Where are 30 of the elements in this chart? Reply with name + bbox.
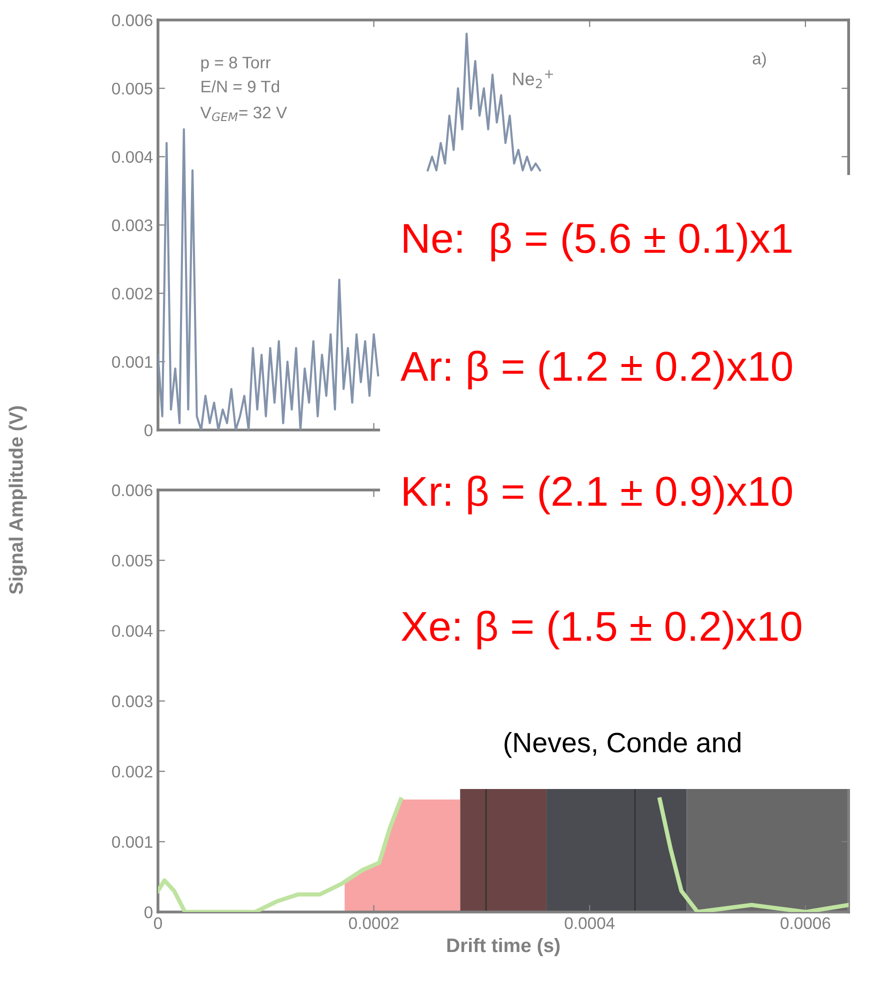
annotation: Xe: β = (1.5 ± 0.2)x10 <box>401 610 802 650</box>
annotation: Ne: β = (5.6 ± 0.1)x1 <box>404 222 792 262</box>
y-tick-label: 0.006 <box>112 484 152 496</box>
annotation: a) <box>752 52 766 68</box>
y-axis-title: Signal Amplitude (V) <box>8 406 27 594</box>
annotation: Ar: β = (1.2 ± 0.2)x10 <box>400 350 792 390</box>
y-tick-label: 0.003 <box>112 695 152 708</box>
annotation: (Neves, Conde and <box>504 732 740 758</box>
x-tick-label: 0.0004 <box>564 917 615 930</box>
annotation: Kr: β = (2.1 ± 0.9)x10 <box>404 476 792 514</box>
annotation: E/N = 9 Td <box>202 80 280 92</box>
y-tick-label: 0 <box>144 906 152 918</box>
y-tick-label: 0.004 <box>112 625 153 637</box>
y-tick-label: 0.005 <box>112 82 152 95</box>
y-tick-label: 0.001 <box>112 836 152 848</box>
y-tick-label: 0.006 <box>112 14 152 26</box>
y-tick-label: 0.002 <box>112 766 152 778</box>
annotation: V$_{GEM}$= 32 V <box>200 106 288 122</box>
y-tick-label: 0.002 <box>112 288 152 300</box>
x-tick-label: 0.0002 <box>348 917 398 930</box>
y-tick-label: 0.004 <box>112 151 153 163</box>
annotation: p = 8 Torr <box>201 56 271 72</box>
y-tick-label: 0 <box>144 424 152 436</box>
y-tick-label: 0.001 <box>112 356 152 368</box>
x-tick-label: 0.0006 <box>780 917 830 930</box>
x-axis-title: Drift time (s) <box>447 938 560 956</box>
y-tick-label: 0.005 <box>112 554 152 567</box>
y-tick-label: 0.003 <box>112 219 152 232</box>
annotation: Ne$_{2}$$^{+}$ <box>513 70 553 88</box>
x-tick-label: 0 <box>154 917 162 930</box>
